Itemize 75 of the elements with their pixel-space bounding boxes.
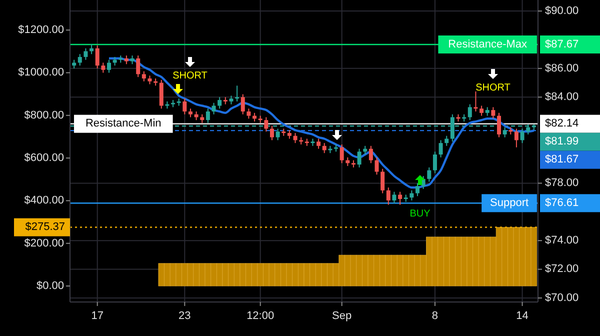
candlestick — [136, 55, 140, 78]
candlestick — [357, 148, 362, 168]
candlestick — [316, 138, 321, 150]
y-tick-label: $84.00 — [545, 91, 579, 104]
candlestick — [438, 140, 443, 158]
annotation: SHORT — [476, 82, 510, 94]
candlestick — [374, 156, 379, 176]
x-tick-label: 8 — [432, 310, 438, 322]
y-tick-label: $86.00 — [545, 62, 579, 74]
candlestick — [480, 105, 484, 116]
candlestick — [78, 54, 82, 66]
annotation: Resistance-Max — [448, 38, 528, 50]
annotation: Support — [490, 197, 529, 210]
candlestick — [101, 62, 106, 74]
ref-line-label: $81.67 — [545, 154, 579, 166]
y2-tick-label: $0.00 — [36, 280, 64, 292]
y-tick-label: $72.00 — [545, 263, 579, 276]
candlestick — [159, 79, 164, 110]
candlestick — [368, 145, 373, 164]
annotation: BUY — [410, 208, 431, 220]
candlestick — [502, 126, 507, 138]
y-tick-label: $74.00 — [545, 234, 579, 246]
candlestick — [246, 108, 251, 120]
y-tick-label: $90.00 — [545, 4, 579, 17]
candlestick — [427, 166, 432, 182]
candlestick — [142, 70, 146, 82]
x-tick-label: 23 — [178, 310, 191, 322]
candlestick — [182, 98, 187, 115]
candlestick — [392, 191, 396, 204]
candlestick — [416, 182, 420, 197]
y2-tick-label: $1200.00 — [18, 24, 64, 36]
candlestick — [276, 128, 280, 141]
x-tick-label: 17 — [91, 310, 104, 322]
candlestick — [322, 142, 326, 154]
ref-line-label: $82.14 — [545, 118, 579, 130]
candlestick — [380, 168, 385, 194]
candlestick — [474, 90, 478, 112]
ref-line-label: $87.67 — [545, 38, 579, 50]
candlestick — [84, 48, 88, 60]
candlestick — [270, 125, 274, 141]
candlestick — [491, 106, 496, 120]
ref-line-label: $275.37 — [25, 221, 65, 234]
y2-tick-label: $1000.00 — [18, 66, 64, 79]
y2-tick-label: $600.00 — [24, 152, 64, 164]
ref-line-label: $81.99 — [545, 136, 579, 148]
candlestick — [218, 96, 222, 110]
candlestick — [520, 128, 524, 144]
candlestick — [107, 59, 111, 74]
candlestick — [264, 116, 268, 132]
y2-tick-label: $400.00 — [24, 194, 64, 207]
y-tick-label: $78.00 — [545, 177, 579, 190]
candlestick — [514, 128, 518, 148]
candlestick — [340, 144, 344, 164]
candlestick — [386, 187, 390, 206]
candlestick — [212, 102, 216, 115]
annotation: Resistance-Min — [85, 118, 162, 130]
x-tick-label: Sep — [332, 310, 352, 322]
annotation: SHORT — [172, 70, 208, 82]
candlestick — [95, 44, 100, 69]
candlestick — [240, 94, 245, 115]
x-tick-label: 14 — [516, 310, 528, 322]
candlestick — [497, 112, 501, 138]
ref-line-label: $76.61 — [545, 197, 579, 210]
candlestick — [398, 191, 402, 206]
candlestick — [444, 135, 449, 146]
x-tick-label: 12:00 — [246, 310, 274, 322]
candlestick — [235, 85, 240, 102]
candlestick — [293, 132, 298, 144]
candlestick — [468, 104, 472, 121]
y-tick-label: $70.00 — [545, 292, 579, 304]
y2-tick-label: $200.00 — [24, 237, 64, 250]
candlestick — [206, 108, 210, 124]
candlestick — [410, 190, 414, 201]
candlestick — [432, 151, 437, 174]
y2-tick-label: $800.00 — [24, 109, 64, 122]
